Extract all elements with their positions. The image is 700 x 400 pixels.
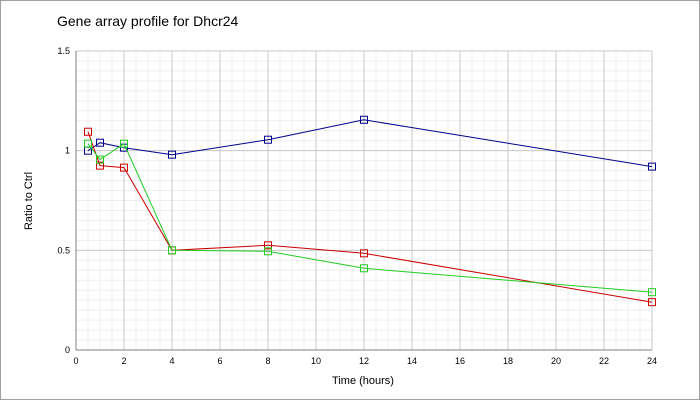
series-1-point — [84, 146, 92, 155]
x-tick-label: 12 — [359, 356, 369, 366]
x-tick-label: 10 — [311, 356, 321, 366]
axes — [75, 51, 652, 351]
series-group — [84, 115, 656, 307]
x-tick-label: 16 — [455, 356, 465, 366]
x-tick-label: 24 — [647, 356, 657, 366]
series-3-point — [264, 247, 272, 256]
series-2-point — [84, 127, 92, 136]
x-tick-label: 14 — [407, 356, 417, 366]
series-3-point — [648, 288, 656, 297]
series-3-line — [87, 142, 653, 293]
y-tick-labels: 0 0.5 1 1.5 — [57, 46, 70, 355]
series-1-point — [96, 138, 104, 147]
x-tick-label: 8 — [265, 356, 270, 366]
y-tick-label: 1.5 — [57, 46, 70, 56]
series-1-point — [264, 135, 272, 144]
y-axis-label: Ratio to Ctrl — [23, 172, 35, 230]
y-tick-label: 0.5 — [57, 245, 70, 255]
x-tick-label: 2 — [121, 356, 126, 366]
x-tick-label: 22 — [599, 356, 609, 366]
x-tick-labels: 0 2 4 6 8 10 12 14 16 18 20 22 24 — [73, 356, 657, 366]
series-1-point — [360, 115, 368, 124]
x-tick-label: 20 — [551, 356, 561, 366]
series-2-point — [264, 241, 272, 250]
series-3-point — [84, 139, 92, 148]
chart-title: Gene array profile for Dhcr24 — [57, 13, 239, 29]
y-tick-label: 1 — [65, 146, 70, 156]
series-2-point — [120, 163, 128, 172]
y-tick-label: 0 — [65, 345, 70, 355]
series-3-point — [96, 155, 104, 164]
series-2-point — [360, 249, 368, 258]
x-tick-label: 0 — [73, 356, 78, 366]
series-3-point — [360, 264, 368, 273]
x-tick-label: 18 — [503, 356, 513, 366]
series-1-point — [648, 162, 656, 171]
series-3-point — [168, 246, 176, 255]
x-tick-label: 4 — [169, 356, 174, 366]
x-tick-label: 6 — [217, 356, 222, 366]
series-2-point — [96, 161, 104, 170]
series-3-point — [120, 139, 128, 148]
series-2-point — [648, 298, 656, 307]
series-1-point — [168, 150, 176, 159]
series-1-line — [87, 119, 653, 168]
x-axis-label: Time (hours) — [332, 375, 394, 387]
